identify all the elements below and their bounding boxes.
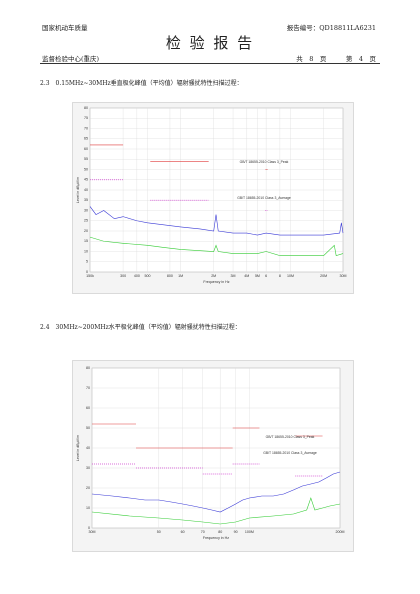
- series-line: [91, 497, 341, 525]
- series-line: [90, 144, 268, 170]
- legend-label: GB/T 18655-2010 Class 3_Average: [237, 196, 291, 200]
- y-tick-label: 40: [86, 446, 90, 450]
- legend-label: GB/T 18655-2010 Class 3_Peak: [266, 435, 315, 439]
- x-tick-label: 60: [181, 530, 185, 534]
- y-tick-label: 0: [86, 270, 88, 274]
- x-tick-label: 200M: [336, 530, 345, 534]
- y-tick-label: 80: [86, 366, 90, 370]
- x-tick-label: 500: [144, 274, 150, 278]
- y-tick-label: 20: [86, 486, 90, 490]
- x-tick-label: 5M: [255, 274, 260, 278]
- legend-label: GB/T 18655-2010 Class 3_Average: [263, 451, 317, 455]
- y-tick-label: 10: [84, 249, 88, 253]
- y-tick-label: 75: [84, 116, 88, 120]
- x-tick-label: 1M: [178, 274, 183, 278]
- series-line: [91, 471, 341, 513]
- x-tick-label: 150k: [86, 274, 94, 278]
- y-tick-label: 0: [88, 526, 90, 530]
- org-line: 监督检验中心(重庆): [42, 55, 100, 63]
- y-tick-label: 25: [84, 219, 88, 223]
- x-tick-label: 90: [234, 530, 238, 534]
- y-tick-label: 80: [84, 106, 88, 110]
- series-line: [92, 463, 323, 477]
- x-tick-label: 30M: [340, 274, 347, 278]
- x-tick-label: 70: [201, 530, 205, 534]
- y-tick-label: 45: [84, 178, 88, 182]
- x-tick-label: 100M: [245, 530, 254, 534]
- y-tick-label: 60: [84, 147, 88, 151]
- x-tick-label: 10M: [287, 274, 294, 278]
- x-tick-label: 2M: [211, 274, 216, 278]
- x-tick-label: 800: [167, 274, 173, 278]
- series-line: [92, 423, 323, 449]
- y-axis-label: Level in dBµV/m: [76, 177, 80, 203]
- y-tick-label: 40: [84, 188, 88, 192]
- y-tick-label: 50: [86, 426, 90, 430]
- x-tick-label: 50: [157, 530, 161, 534]
- x-tick-label: 400: [134, 274, 140, 278]
- y-tick-label: 30: [84, 208, 88, 212]
- section-heading: 2.4 30MHz~200MHz水平极化峰值（平均值）辐射骚扰特性扫描过程：: [40, 324, 241, 331]
- y-tick-label: 70: [84, 126, 88, 130]
- legend-label: GB/T 18655-2010 Class 3_Peak: [240, 160, 289, 164]
- page-count: 共 8 页 第 4 页: [296, 55, 376, 63]
- y-tick-label: 60: [86, 406, 90, 410]
- series-line: [90, 179, 268, 211]
- series-line: [89, 206, 344, 236]
- doc-title: 检 验 报 告: [165, 34, 255, 52]
- report-no: 报告编号：QD18811LA6231: [286, 24, 376, 32]
- chart: 0 10 20 30 40 50 60 70 80 30M 50 60 70 80 90 100M 200M Fr…: [72, 360, 354, 552]
- org-line: 国家机动车质量: [42, 24, 88, 32]
- x-tick-label: 80: [218, 530, 222, 534]
- y-tick-label: 15: [84, 239, 88, 243]
- y-tick-label: 20: [84, 229, 88, 233]
- y-tick-label: 5: [86, 260, 88, 264]
- section-heading: 2.3 0.15MHz~30MHz垂直极化峰值（平均值）辐射骚扰特性扫描过程：: [40, 80, 243, 87]
- x-tick-label: 300: [120, 274, 126, 278]
- y-tick-label: 50: [84, 167, 88, 171]
- y-tick-label: 10: [86, 506, 90, 510]
- y-tick-label: 55: [84, 157, 88, 161]
- y-tick-label: 30: [86, 466, 90, 470]
- y-tick-label: 35: [84, 198, 88, 202]
- series-line: [89, 236, 344, 256]
- x-tick-label: 4M: [244, 274, 249, 278]
- x-tick-label: 6: [265, 274, 267, 278]
- chart: 0 5 10 15 20 25 30 35 40 45 50 55 60 65 70 75 80 150k 300 4…: [72, 102, 354, 294]
- rule: [40, 63, 380, 64]
- x-tick-label: 30M: [89, 530, 96, 534]
- x-axis-label: Frequency in Hz: [203, 280, 229, 284]
- y-tick-label: 70: [86, 386, 90, 390]
- x-tick-label: 20M: [320, 274, 327, 278]
- x-axis-label: Frequency in Hz: [203, 536, 229, 540]
- y-axis-label: Level in dBµV/m: [76, 435, 80, 461]
- y-tick-label: 65: [84, 137, 88, 141]
- x-tick-label: 3M: [231, 274, 236, 278]
- x-tick-label: 8: [279, 274, 281, 278]
